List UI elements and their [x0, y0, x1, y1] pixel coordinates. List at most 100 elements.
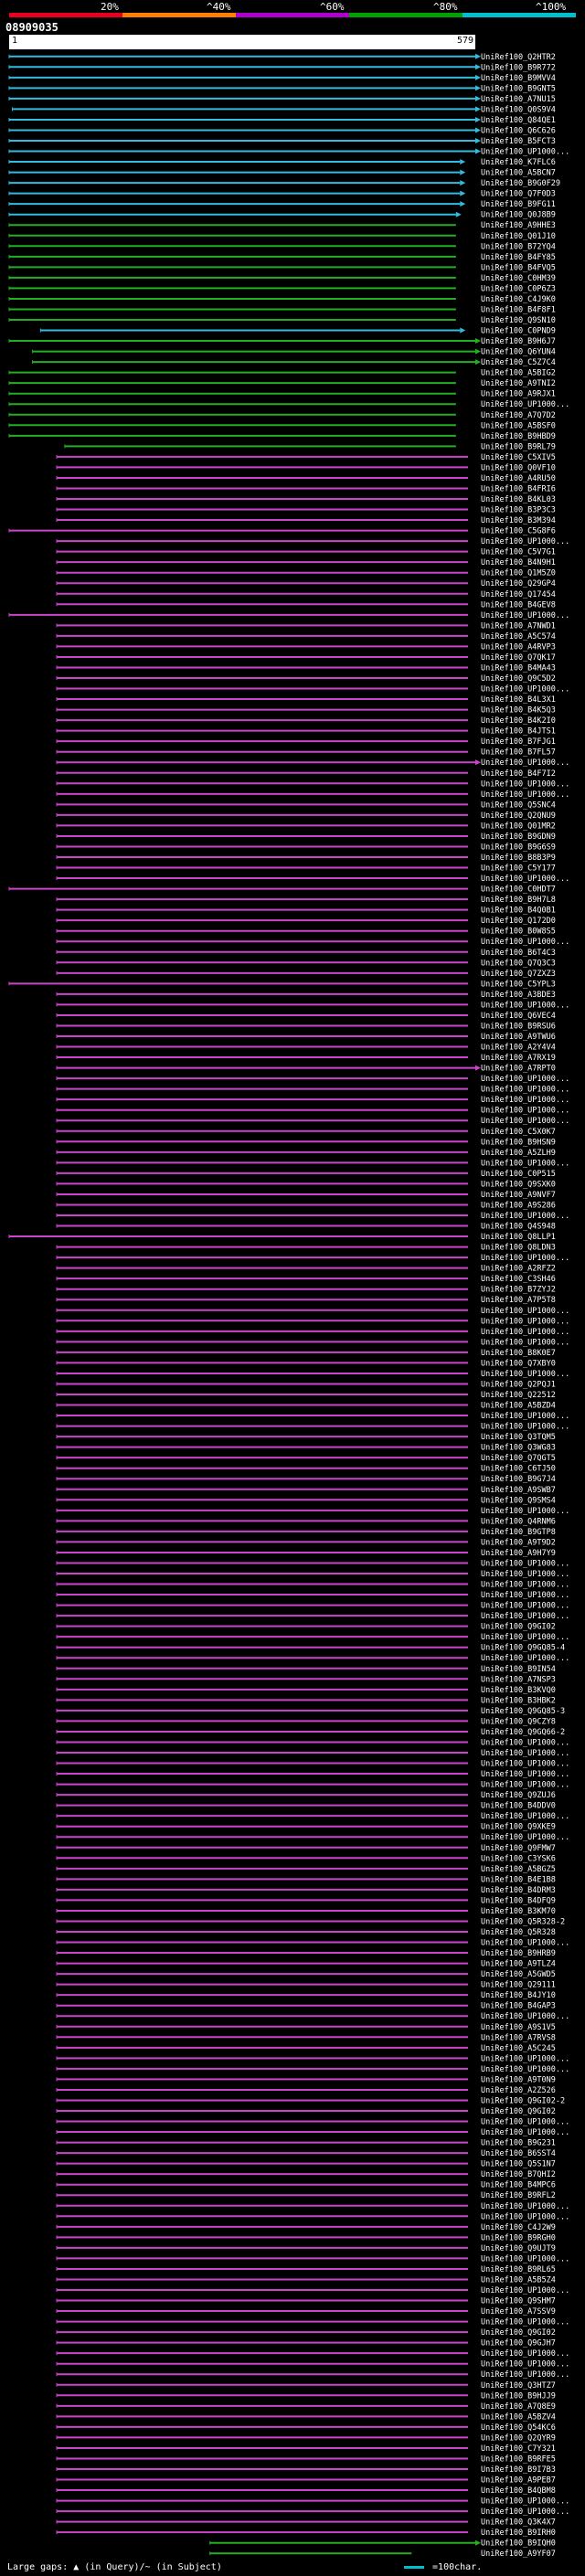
hit-id-label[interactable]: UniRef100_UP1000...	[481, 2254, 569, 2263]
hit-id-label[interactable]: UniRef100_B9FG11	[481, 200, 556, 209]
hit-id-label[interactable]: UniRef100_C7Y321	[481, 2444, 556, 2454]
hit-id-label[interactable]: UniRef100_UP1000...	[481, 2212, 569, 2221]
hit-id-label[interactable]: UniRef100_C0HDT7	[481, 885, 556, 895]
hit-id-label[interactable]: UniRef100_B3KVQ0	[481, 1686, 556, 1695]
hit-id-label[interactable]: UniRef100_UP1000...	[481, 2054, 569, 2063]
hit-id-label[interactable]: UniRef100_A5BSF0	[481, 421, 556, 430]
hit-id-label[interactable]: UniRef100_Q01MR2	[481, 822, 556, 831]
hit-id-label[interactable]: UniRef100_Q9C5D2	[481, 674, 556, 684]
hit-id-label[interactable]: UniRef100_B9RFE5	[481, 2454, 556, 2464]
hit-id-label[interactable]: UniRef100_UP1000...	[481, 1760, 569, 1769]
hit-id-label[interactable]: UniRef100_B9G6S9	[481, 843, 556, 852]
hit-id-label[interactable]: UniRef100_UP1000...	[481, 1075, 569, 1084]
hit-id-label[interactable]: UniRef100_UP1000...	[481, 2349, 569, 2359]
hit-id-label[interactable]: UniRef100_A7RPT0	[481, 1065, 556, 1074]
hit-id-label[interactable]: UniRef100_B7QHI2	[481, 2170, 556, 2179]
hit-id-label[interactable]: UniRef100_UP1000...	[481, 1559, 569, 1568]
hit-id-label[interactable]: UniRef100_UP1000...	[481, 875, 569, 884]
hit-id-label[interactable]: UniRef100_Q5SNC4	[481, 800, 556, 810]
hit-id-label[interactable]: UniRef100_B4N9H1	[481, 558, 556, 567]
hit-id-label[interactable]: UniRef100_B9G0F29	[481, 179, 560, 188]
hit-id-label[interactable]: UniRef100_UP1000...	[481, 1307, 569, 1316]
hit-id-label[interactable]: UniRef100_UP1000...	[481, 2128, 569, 2137]
hit-id-label[interactable]: UniRef100_Q9UJT9	[481, 2244, 556, 2253]
hit-id-label[interactable]: UniRef100_A7RVS8	[481, 2033, 556, 2042]
hit-id-label[interactable]: UniRef100_UP1000...	[481, 1096, 569, 1105]
hit-id-label[interactable]: UniRef100_B4DDV0	[481, 1802, 556, 1811]
hit-id-label[interactable]: UniRef100_UP1000...	[481, 1086, 569, 1095]
hit-id-label[interactable]: UniRef100_B9IQH0	[481, 2539, 556, 2549]
hit-id-label[interactable]: UniRef100_C4J2W9	[481, 2223, 556, 2232]
hit-id-label[interactable]: UniRef100_B4FVQ5	[481, 263, 556, 272]
hit-id-label[interactable]: UniRef100_B9GDN9	[481, 832, 556, 842]
hit-id-label[interactable]: UniRef100_B4FY85	[481, 253, 556, 262]
hit-id-label[interactable]: UniRef100_Q9GQ85-4	[481, 1644, 565, 1653]
hit-id-label[interactable]: UniRef100_B4GAP3	[481, 2002, 556, 2011]
hit-id-label[interactable]: UniRef100_A9S1V5	[481, 2023, 556, 2032]
hit-id-label[interactable]: UniRef100_B4K2I0	[481, 716, 556, 726]
hit-id-label[interactable]: UniRef100_C5Z7C4	[481, 358, 556, 367]
hit-id-label[interactable]: UniRef100_B9H7L8	[481, 896, 556, 905]
hit-id-label[interactable]: UniRef100_UP1000...	[481, 2286, 569, 2295]
hit-id-label[interactable]: UniRef100_A9H7Y9	[481, 1549, 556, 1558]
hit-id-label[interactable]: UniRef100_UP1000...	[481, 685, 569, 694]
hit-id-label[interactable]: UniRef100_B4E1B8	[481, 1875, 556, 1884]
hit-id-label[interactable]: UniRef100_A9TWU6	[481, 1033, 556, 1042]
hit-id-label[interactable]: UniRef100_B3M394	[481, 516, 556, 525]
hit-id-label[interactable]: UniRef100_UP1000...	[481, 1212, 569, 1221]
hit-id-label[interactable]: UniRef100_Q29111	[481, 1981, 556, 1990]
hit-id-label[interactable]: UniRef100_A2Z526	[481, 2086, 556, 2095]
hit-id-label[interactable]: UniRef100_Q3HTZ7	[481, 2381, 556, 2390]
hit-id-label[interactable]: UniRef100_B4FRI6	[481, 484, 556, 493]
hit-id-label[interactable]: UniRef100_A2RFZ2	[481, 1265, 556, 1274]
hit-id-label[interactable]: UniRef100_A5ZLH9	[481, 1149, 556, 1158]
hit-id-label[interactable]: UniRef100_UP1000...	[481, 1581, 569, 1590]
hit-id-label[interactable]: UniRef100_C3SH46	[481, 1275, 556, 1284]
hit-id-label[interactable]: UniRef100_UP1000...	[481, 2370, 569, 2380]
hit-id-label[interactable]: UniRef100_B9IRH0	[481, 2528, 556, 2538]
hit-id-label[interactable]: UniRef100_Q3K4X7	[481, 2518, 556, 2528]
hit-id-label[interactable]: UniRef100_C0PND9	[481, 327, 556, 336]
hit-id-label[interactable]: UniRef100_Q8LDN3	[481, 1244, 556, 1253]
hit-id-label[interactable]: UniRef100_B9RL79	[481, 442, 556, 451]
hit-id-label[interactable]: UniRef100_C5Y177	[481, 864, 556, 874]
hit-id-label[interactable]: UniRef100_Q8LLP1	[481, 1233, 556, 1242]
hit-id-label[interactable]: UniRef100_UP1000...	[481, 1328, 569, 1337]
hit-id-label[interactable]: UniRef100_B7ZYJ2	[481, 1286, 556, 1295]
hit-id-label[interactable]: UniRef100_UP1000...	[481, 1107, 569, 1116]
hit-id-label[interactable]: UniRef100_B9R772	[481, 63, 556, 72]
hit-id-label[interactable]: UniRef100_A9TLZ4	[481, 1960, 556, 1969]
hit-id-label[interactable]: UniRef100_B9RSU6	[481, 1022, 556, 1031]
hit-id-label[interactable]: UniRef100_B4QBM8	[481, 2486, 556, 2496]
hit-id-label[interactable]: UniRef100_B9GNT5	[481, 84, 556, 93]
hit-id-label[interactable]: UniRef100_A9NVF7	[481, 1191, 556, 1200]
hit-id-label[interactable]: UniRef100_B6T4C3	[481, 949, 556, 958]
hit-id-label[interactable]: UniRef100_UP1000...	[481, 1338, 569, 1347]
hit-id-label[interactable]: UniRef100_UP1000...	[481, 148, 569, 157]
hit-id-label[interactable]: UniRef100_Q5S1N7	[481, 2160, 556, 2169]
hit-id-label[interactable]: UniRef100_C5V7G1	[481, 548, 556, 557]
hit-id-label[interactable]: UniRef100_Q2QYR9	[481, 2433, 556, 2443]
hit-id-label[interactable]: UniRef100_Q7Q3C3	[481, 959, 556, 968]
hit-id-label[interactable]: UniRef100_Q0J8B9	[481, 211, 556, 220]
hit-id-label[interactable]: UniRef100_Q9SXK0	[481, 1180, 556, 1189]
hit-id-label[interactable]: UniRef100_B4Q0B1	[481, 906, 556, 916]
hit-id-label[interactable]: UniRef100_A5BIG2	[481, 369, 556, 378]
hit-id-label[interactable]: UniRef100_UP1000...	[481, 537, 569, 546]
hit-id-label[interactable]: UniRef100_Q7XBY0	[481, 1359, 556, 1368]
hit-id-label[interactable]: UniRef100_B9HSN9	[481, 1138, 556, 1147]
hit-id-label[interactable]: UniRef100_B4DFQ9	[481, 1896, 556, 1905]
hit-id-label[interactable]: UniRef100_Q9ZUJ6	[481, 1791, 556, 1800]
hit-id-label[interactable]: UniRef100_A7NWD1	[481, 621, 556, 631]
hit-id-label[interactable]: UniRef100_Q9GI02-2	[481, 2096, 565, 2105]
hit-id-label[interactable]: UniRef100_C0P515	[481, 1170, 556, 1179]
hit-id-label[interactable]: UniRef100_Q3WG83	[481, 1444, 556, 1453]
hit-id-label[interactable]: UniRef100_B0W8S5	[481, 928, 556, 937]
hit-id-label[interactable]: UniRef100_B4JY10	[481, 1991, 556, 2000]
hit-id-label[interactable]: UniRef100_B9HJJ9	[481, 2391, 556, 2401]
hit-id-label[interactable]: UniRef100_C0HM39	[481, 274, 556, 283]
hit-id-label[interactable]: UniRef100_A7NSP3	[481, 1675, 556, 1684]
hit-id-label[interactable]: UniRef100_UP1000...	[481, 1591, 569, 1600]
hit-id-label[interactable]: UniRef100_A3BDE3	[481, 991, 556, 1000]
hit-id-label[interactable]: UniRef100_B7FL57	[481, 748, 556, 758]
